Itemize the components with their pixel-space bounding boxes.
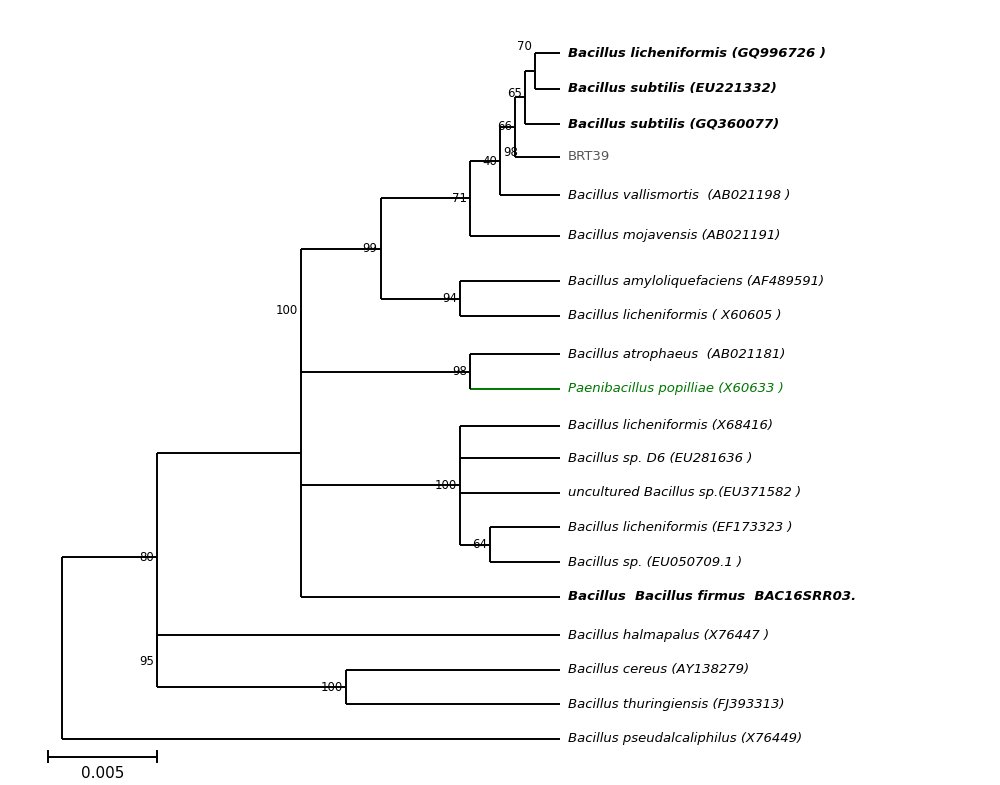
Text: 100: 100 — [276, 304, 298, 316]
Text: 64: 64 — [472, 539, 487, 551]
Text: Bacillus halmapalus (X76447 ): Bacillus halmapalus (X76447 ) — [568, 629, 769, 641]
Text: Bacillus licheniformis (GQ996726 ): Bacillus licheniformis (GQ996726 ) — [568, 46, 825, 60]
Text: Bacillus  Bacillus firmus  BAC16SRR03.: Bacillus Bacillus firmus BAC16SRR03. — [568, 590, 856, 603]
Text: Bacillus licheniformis (X68416): Bacillus licheniformis (X68416) — [568, 419, 773, 433]
Text: Bacillus sp. D6 (EU281636 ): Bacillus sp. D6 (EU281636 ) — [568, 451, 752, 465]
Text: Bacillus licheniformis (EF173323 ): Bacillus licheniformis (EF173323 ) — [568, 521, 792, 534]
Text: Bacillus subtilis (EU221332): Bacillus subtilis (EU221332) — [568, 82, 776, 96]
Text: Bacillus vallismortis  (AB021198 ): Bacillus vallismortis (AB021198 ) — [568, 188, 790, 202]
Text: 80: 80 — [139, 551, 154, 564]
Text: 100: 100 — [321, 681, 343, 694]
Text: 98: 98 — [503, 146, 518, 159]
Text: Bacillus mojavensis (AB021191): Bacillus mojavensis (AB021191) — [568, 229, 780, 243]
Text: Bacillus cereus (AY138279): Bacillus cereus (AY138279) — [568, 663, 749, 676]
Text: 95: 95 — [139, 655, 154, 667]
Text: 71: 71 — [452, 192, 467, 205]
Text: 94: 94 — [442, 292, 457, 305]
Text: Bacillus pseudalcaliphilus (X76449): Bacillus pseudalcaliphilus (X76449) — [568, 732, 802, 746]
Text: Paenibacillus popilliae (X60633 ): Paenibacillus popilliae (X60633 ) — [568, 382, 783, 396]
Text: Bacillus thuringiensis (FJ393313): Bacillus thuringiensis (FJ393313) — [568, 698, 784, 711]
Text: Bacillus atrophaeus  (AB021181): Bacillus atrophaeus (AB021181) — [568, 348, 785, 361]
Text: 65: 65 — [507, 87, 522, 100]
Text: Bacillus licheniformis ( X60605 ): Bacillus licheniformis ( X60605 ) — [568, 309, 781, 323]
Text: 70: 70 — [517, 40, 532, 53]
Text: 66: 66 — [497, 120, 512, 133]
Text: Bacillus amyloliquefaciens (AF489591): Bacillus amyloliquefaciens (AF489591) — [568, 275, 824, 288]
Text: Bacillus subtilis (GQ360077): Bacillus subtilis (GQ360077) — [568, 117, 779, 130]
Text: 98: 98 — [452, 365, 467, 378]
Text: uncultured Bacillus sp.(EU371582 ): uncultured Bacillus sp.(EU371582 ) — [568, 487, 801, 499]
Text: Bacillus sp. (EU050709.1 ): Bacillus sp. (EU050709.1 ) — [568, 556, 742, 568]
Text: 0.005: 0.005 — [81, 766, 124, 781]
Text: BRT39: BRT39 — [568, 150, 610, 163]
Text: 40: 40 — [482, 155, 497, 167]
Text: 99: 99 — [363, 242, 378, 255]
Text: 100: 100 — [435, 479, 457, 492]
